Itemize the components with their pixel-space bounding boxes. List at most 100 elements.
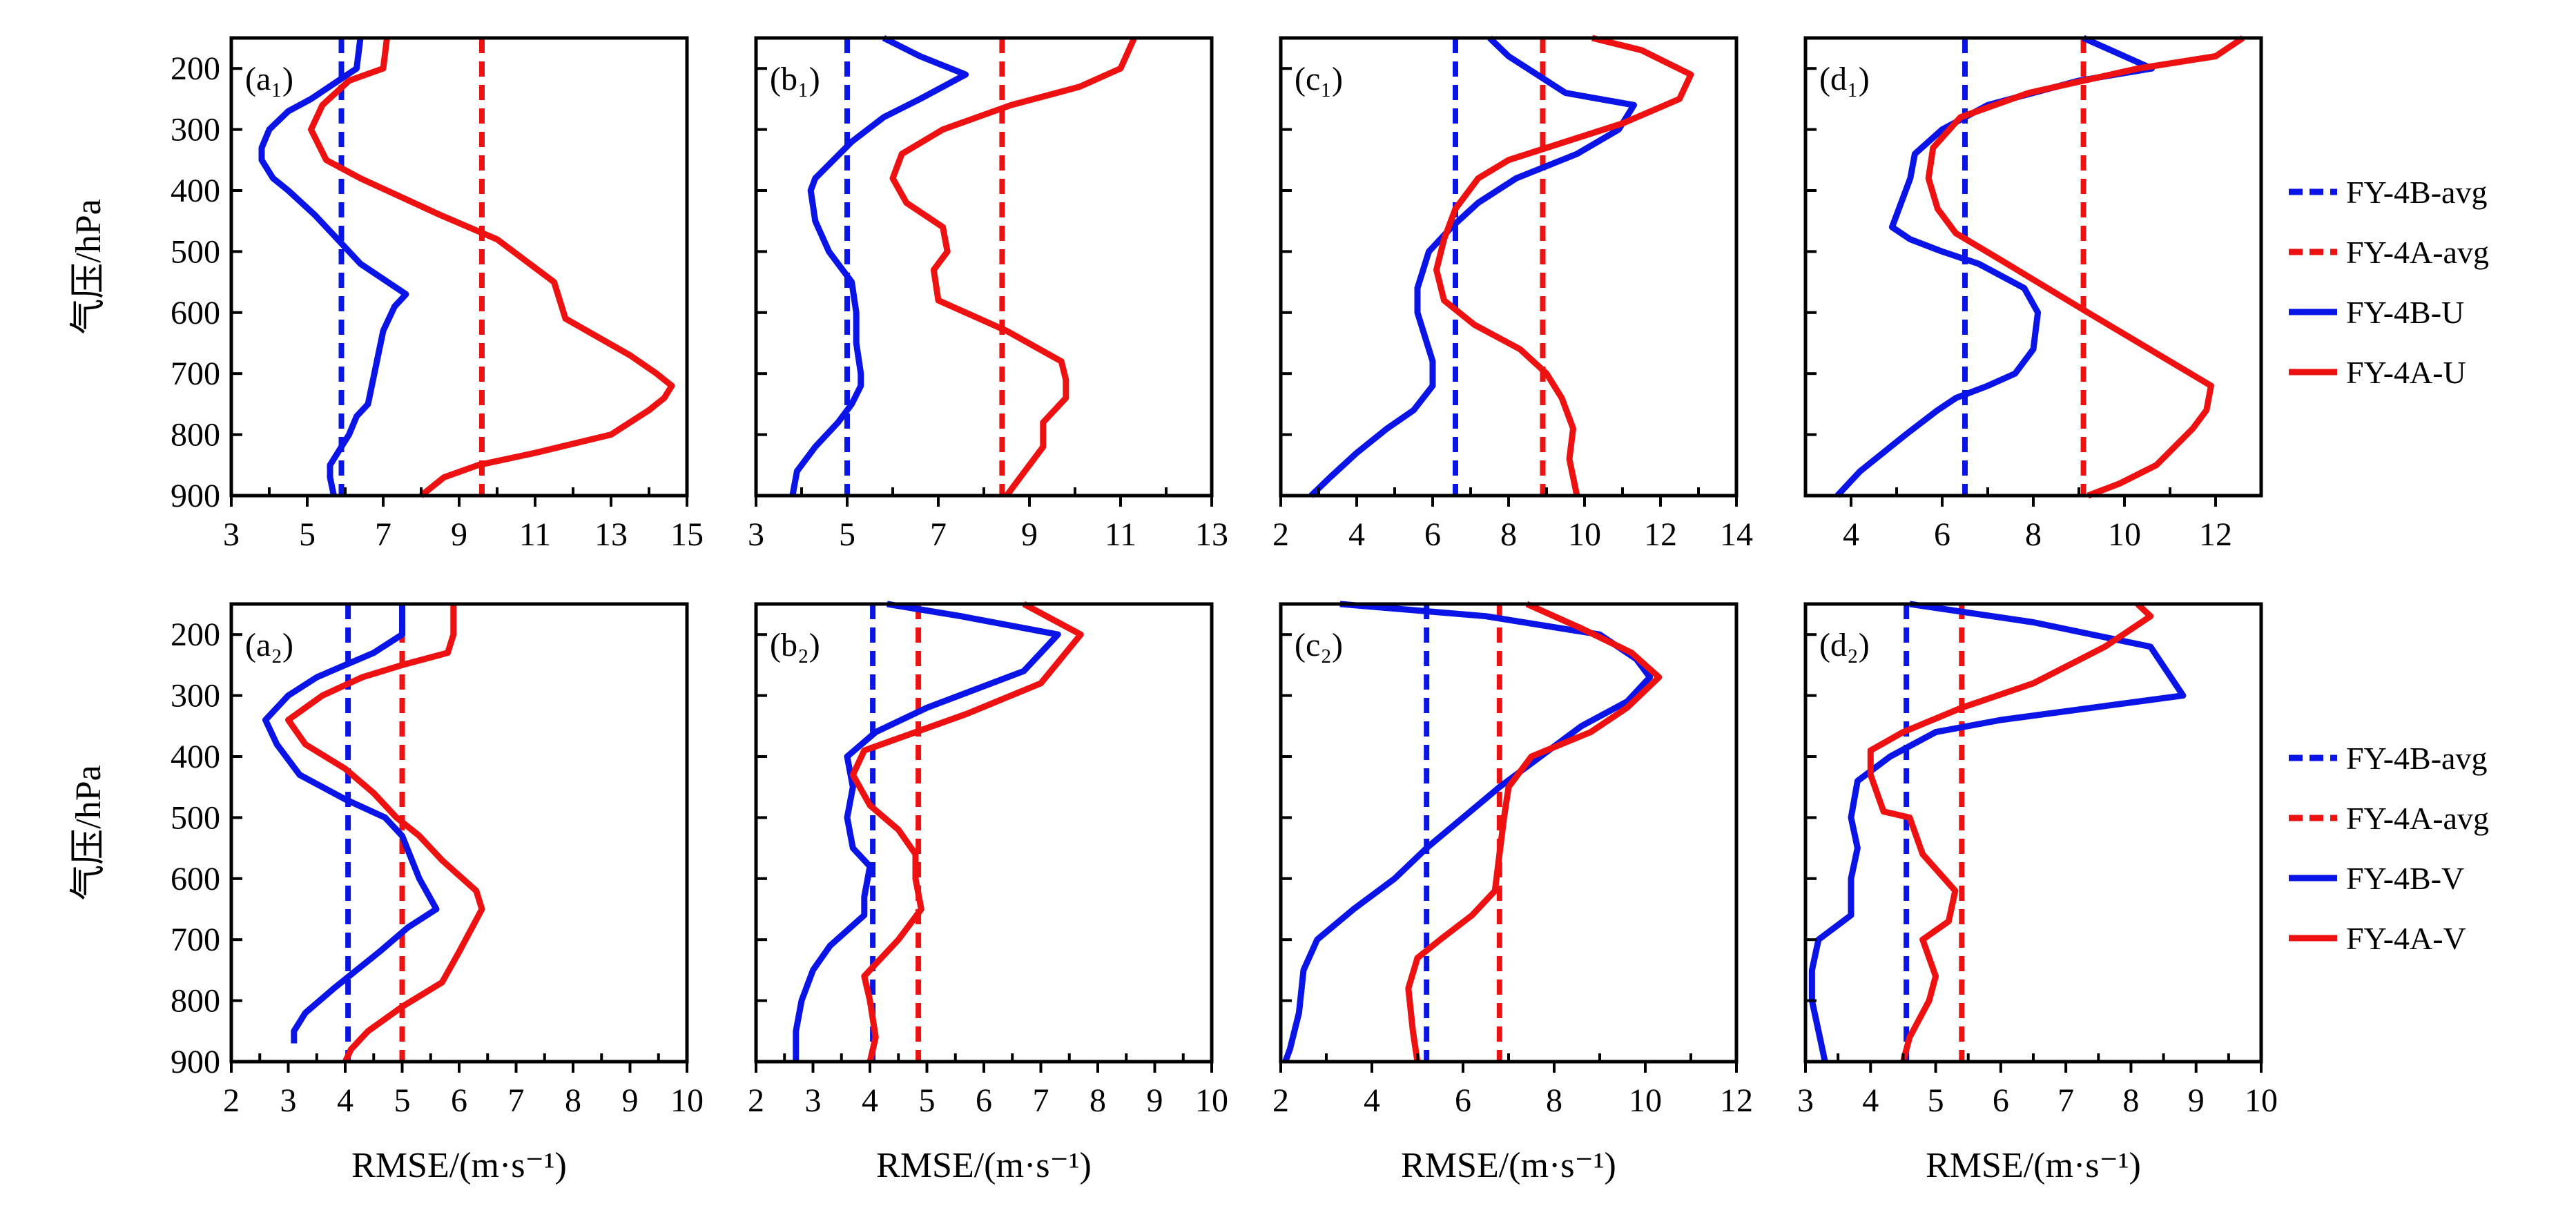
x-tick-label: 10 [1629,1082,1662,1119]
y-tick-label: 400 [171,173,220,209]
plot-frame [229,602,689,1064]
series-line [1808,601,2187,1062]
x-tick-label: 12 [1720,1082,1753,1119]
x-tick-label: 10 [1568,516,1601,553]
x-tick-label: 3 [805,1082,822,1119]
legend-label: FY-4B-V [2346,861,2464,896]
x-tick-label: 10 [2108,516,2141,553]
y-tick-label: 500 [171,799,220,836]
y-tick-label: 700 [171,355,220,392]
plot-frame [1803,602,2263,1064]
x-tick-label: 6 [451,1082,467,1119]
x-tick-label: 13 [594,516,628,553]
x-tick-label: 6 [1993,1082,2009,1119]
x-tick-label: 5 [919,1082,936,1119]
x-tick-label: 9 [1147,1082,1163,1119]
x-tick-label: 2 [223,1082,240,1119]
x-tick-label: 11 [1105,516,1136,553]
legend-label: FY-4A-V [2346,921,2466,956]
x-tick-label: 4 [1843,516,1859,553]
x-axis-title: RMSE/(m·s⁻¹) [1401,1146,1616,1185]
x-tick-label: 5 [1928,1082,1944,1119]
legend-label: FY-4B-U [2346,295,2464,330]
x-tick-label: 8 [1090,1082,1106,1119]
series-line [1867,601,2154,1063]
series-line [285,604,485,1063]
x-tick-label: 6 [1934,516,1950,553]
panel-label: (a₂) [245,627,293,663]
panel: 2 4 6 8 10 12 (c₂) RMSE/(m·s⁻¹) [1272,601,1753,1185]
series-line [1308,35,1637,498]
x-tick-label: 3 [280,1082,297,1119]
panel-label: (b₂) [770,627,820,663]
panel-label: (c₁) [1295,61,1343,97]
x-tick-label: 5 [839,516,855,553]
panel: 4 6 8 10 12 (d₁) [1803,35,2263,553]
plot-frame [754,36,1214,498]
x-tick-label: 8 [1546,1082,1562,1119]
series-line [889,37,1137,498]
x-axis-title: RMSE/(m·s⁻¹) [1926,1146,2141,1185]
x-tick-label: 5 [299,516,316,553]
y-tick-label: 500 [171,233,220,270]
y-tick-label: 600 [171,295,220,331]
x-tick-label: 6 [976,1082,992,1119]
x-tick-label: 10 [1195,1082,1228,1119]
plot-frame [754,602,1214,1064]
plot-frame [1279,602,1739,1064]
legends-group: FY-4B-avgFY-4A-avgFY-4B-UFY-4A-UFY-4B-av… [2289,175,2489,956]
x-tick-label: 9 [622,1082,639,1119]
y-tick-label: 600 [171,861,220,897]
series-line [308,37,675,498]
y-tick-label: 900 [171,478,220,514]
x-tick-label: 9 [2188,1082,2205,1119]
panel: 3 4 5 6 7 8 9 10 (d₂) RMSE/(m·s⁻¹) [1797,601,2278,1185]
x-tick-label: 2 [748,1082,764,1119]
x-tick-label: 4 [1364,1082,1380,1119]
x-tick-label: 9 [451,516,467,553]
panel-label: (d₂) [1819,627,1870,663]
x-tick-label: 3 [1797,1082,1814,1119]
x-tick-label: 10 [2245,1082,2278,1119]
panel: 3 5 7 9 11 13 (b₁) [748,35,1228,553]
x-tick-label: 5 [394,1082,411,1119]
x-tick-label: 8 [565,1082,581,1119]
x-tick-label: 13 [1195,516,1228,553]
series-line [258,37,409,496]
x-tick-label: 15 [670,516,704,553]
panel-label: (a₁) [245,61,293,97]
x-tick-label: 12 [1644,516,1677,553]
x-tick-label: 3 [223,516,240,553]
x-tick-label: 4 [862,1082,878,1119]
x-tick-label: 7 [508,1082,525,1119]
panel: 2 3 4 5 6 7 8 9 10 (b₂) RMSE/(m·s⁻¹) [748,601,1228,1185]
legend-label: FY-4A-U [2346,355,2466,390]
x-tick-label: 9 [1021,516,1038,553]
panel-label: (b₁) [770,61,820,97]
x-tick-label: 6 [1424,516,1441,553]
y-axis-title: 气压/hPa [69,199,108,334]
x-tick-label: 2 [1272,516,1289,553]
y-tick-label: 400 [171,739,220,775]
y-tick-label: 900 [171,1044,220,1080]
x-tick-label: 6 [1455,1082,1471,1119]
legend: FY-4B-avg FY-4A-avg FY-4B-U FY-4A-U [2289,175,2489,390]
x-tick-label: 4 [1348,516,1365,553]
x-tick-label: 2 [1272,1082,1289,1119]
y-tick-label: 800 [171,417,220,454]
x-tick-label: 14 [1720,516,1753,553]
series-line [1433,35,1694,496]
series-line [1405,601,1663,1062]
series-line [1282,601,1654,1063]
y-tick-label: 800 [171,983,220,1020]
panel: 2 4 6 8 10 12 14 (c₁) [1272,35,1753,553]
series-line [849,601,1084,1063]
legend-label: FY-4B-avg [2346,741,2487,776]
y-tick-label: 200 [171,50,220,87]
y-axis-title: 气压/hPa [69,765,108,900]
y-tick-label: 700 [171,922,220,958]
x-tick-label: 3 [748,516,764,553]
